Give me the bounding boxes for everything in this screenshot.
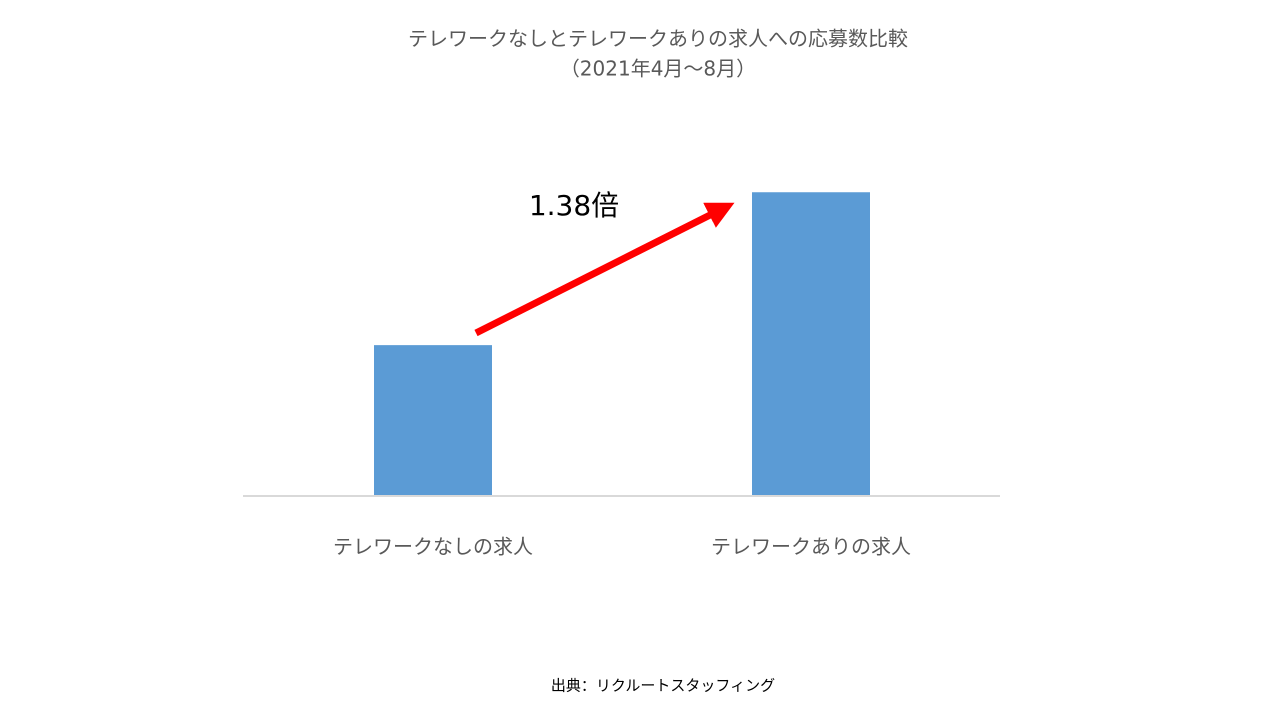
x-tick-label: テレワークなしの求人 <box>333 535 533 559</box>
arrow <box>474 202 735 337</box>
annotation: 1.38倍 <box>529 189 619 222</box>
bar <box>752 192 870 496</box>
chart-subtitle: （2021年4月～8月） <box>560 57 756 81</box>
source: 出典：リクルートスタッフィング <box>551 677 775 695</box>
chart-title: テレワークなしとテレワークありの求人への応募数比較 <box>408 27 908 51</box>
bar <box>374 345 492 496</box>
x-tick-label: テレワークありの求人 <box>711 535 911 559</box>
